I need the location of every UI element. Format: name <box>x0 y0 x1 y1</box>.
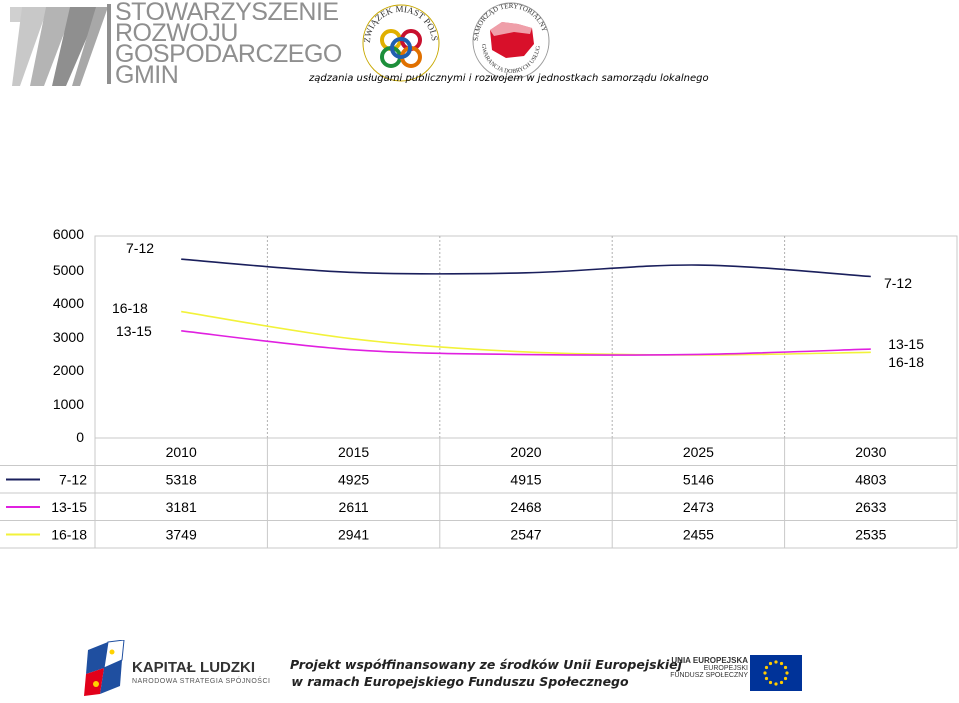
y-tick-label: 6000 <box>53 226 84 242</box>
org-name-line: GMIN <box>115 61 179 89</box>
eu-star <box>779 661 784 666</box>
data-label: 2455 <box>683 527 714 543</box>
eu-star <box>768 661 773 666</box>
data-label: 3749 <box>166 527 197 543</box>
eu-star <box>763 671 767 675</box>
annotation-left: 7-12 <box>126 240 154 256</box>
data-label: 2468 <box>510 499 541 515</box>
data-label: 2941 <box>338 527 369 543</box>
project-line2: w ramach Europejskiego Funduszu Społeczn… <box>291 674 629 689</box>
kapital-ludzki-icon <box>84 640 125 696</box>
y-axis-ticks: 6000 5000 4000 3000 2000 1000 0 <box>53 226 84 445</box>
eu-line1: UNIA EUROPEJSKA <box>671 656 748 665</box>
header: STOWARZYSZENIE ROZWOJU GOSPODARCZEGO GMI… <box>0 0 959 95</box>
data-label: 4925 <box>338 472 369 488</box>
x-tick-label: 2015 <box>338 444 369 460</box>
kl-title: KAPITAŁ LUDZKI <box>132 659 256 676</box>
data-label: 5318 <box>166 472 197 488</box>
chart: 6000 5000 4000 3000 2000 1000 0 7-12 16-18 13-15… <box>0 226 958 549</box>
annotation-left: 16-18 <box>112 300 148 316</box>
eu-star <box>785 671 789 675</box>
data-label: 3181 <box>166 499 197 515</box>
annotation-right: 13-15 <box>888 336 924 352</box>
samorzad-seal-icon: SAMORZĄD TERYTORIALNY GWARANCJA DOBRYCH … <box>472 2 550 80</box>
eu-flag-icon <box>750 655 802 691</box>
data-label: 5146 <box>683 472 714 488</box>
eu-line3: FUNDUSZ SPOŁECZNY <box>670 672 748 679</box>
eu-star <box>774 682 778 686</box>
srgg-logo-mark <box>10 7 108 86</box>
data-label: 2611 <box>339 499 369 515</box>
y-tick-label: 0 <box>76 429 84 445</box>
eu-text: UNIA EUROPEJSKA EUROPEJSKI FUNDUSZ SPOŁE… <box>668 656 748 679</box>
x-tick-label: 2020 <box>510 444 541 460</box>
eu-star <box>764 676 769 681</box>
eu-star <box>779 680 784 685</box>
zmp-seal-icon: ZWIĄZEK MIAST POLSKICH <box>360 2 440 82</box>
x-tick-label: 2025 <box>683 444 714 460</box>
x-tick-label: 2030 <box>855 444 886 460</box>
plot-area <box>94 235 958 439</box>
series-lines <box>181 258 871 356</box>
data-label: 2535 <box>855 527 886 543</box>
x-tick-label: 2010 <box>166 444 197 460</box>
project-line1: Projekt współfinansowany ze środków Unii… <box>290 657 682 672</box>
kl-subtitle: NARODOWA STRATEGIA SPÓJNOŚCI <box>132 678 271 685</box>
y-tick-label: 1000 <box>53 396 84 412</box>
data-label: 4915 <box>510 472 541 488</box>
eu-star <box>783 676 788 681</box>
y-tick-label: 4000 <box>53 295 84 311</box>
annotation-right: 7-12 <box>884 275 912 291</box>
eu-star <box>783 665 788 670</box>
data-label: 4803 <box>855 472 886 488</box>
eu-line2: EUROPEJSKI <box>703 665 748 672</box>
series-annotations: 7-12 16-18 13-15 7-12 13-15 16-18 <box>112 240 924 370</box>
data-label: 2547 <box>510 527 541 543</box>
data-label: 2633 <box>855 499 886 515</box>
legend-label: 13-15 <box>51 499 87 515</box>
org-name-line: GOSPODARCZEGO <box>115 40 342 68</box>
y-tick-label: 3000 <box>53 329 84 345</box>
annotation-right: 16-18 <box>888 354 924 370</box>
y-tick-label: 2000 <box>53 362 84 378</box>
data-table: 2010 2015 2020 2025 2030 7-12 5318 4925 4915 5146… <box>0 236 958 549</box>
legend-label: 7-12 <box>59 472 87 488</box>
project-note: Projekt współfinansowany ze środków Unii… <box>290 656 682 690</box>
annotation-left: 13-15 <box>116 323 152 339</box>
org-name: STOWARZYSZENIE ROZWOJU GOSPODARCZEGO GMI… <box>115 0 342 89</box>
kapital-ludzki-logo: KAPITAŁ LUDZKI NARODOWA STRATEGIA SPÓJNO… <box>82 640 270 700</box>
eu-star <box>768 680 773 685</box>
org-name-line: ROZWOJU <box>115 19 238 47</box>
data-label: 2473 <box>683 499 714 515</box>
org-name-line: STOWARZYSZENIE <box>115 0 339 26</box>
y-tick-label: 5000 <box>53 262 84 278</box>
eu-star <box>774 660 778 664</box>
tagline: ządzania usługami publicznymi i rozwojem… <box>309 73 709 84</box>
legend-label: 16-18 <box>51 527 87 543</box>
eu-star <box>764 665 769 670</box>
logo-divider <box>107 4 111 84</box>
